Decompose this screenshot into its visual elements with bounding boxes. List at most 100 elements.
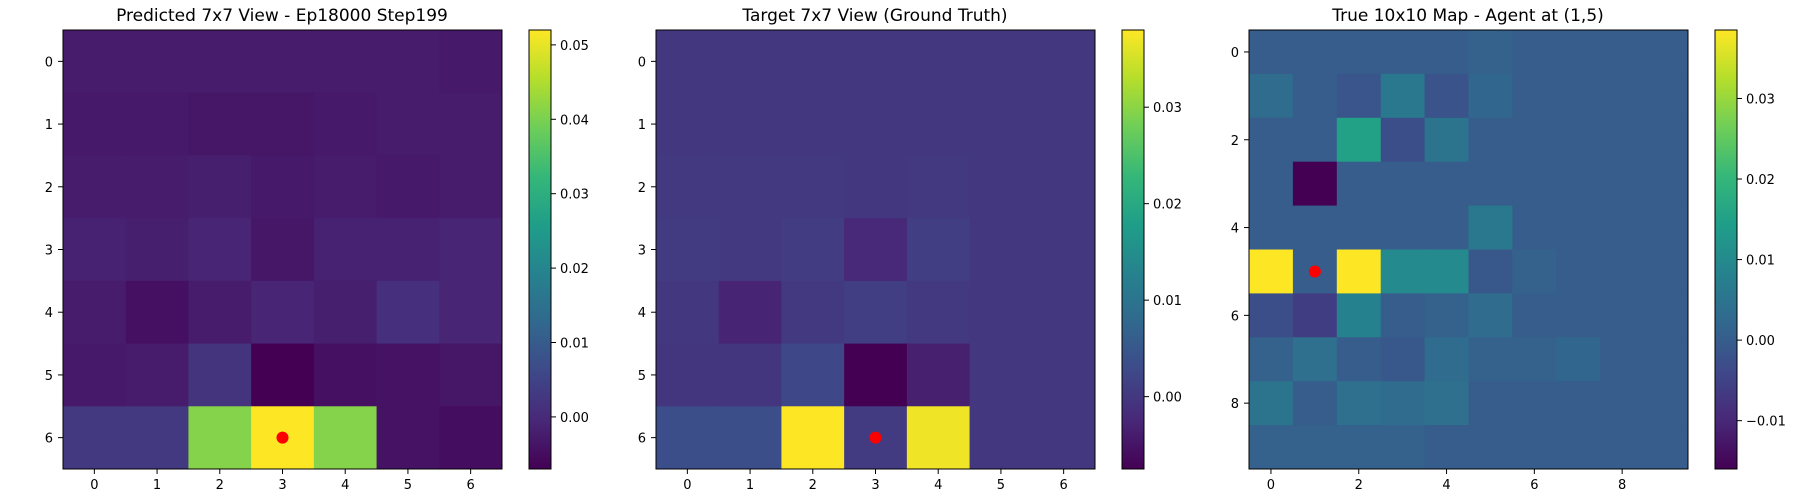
heatmap-cell	[1380, 337, 1426, 382]
heatmap-cell	[781, 218, 845, 282]
x-tick-label: 4	[341, 478, 349, 493]
heatmap-cell	[1512, 30, 1557, 75]
heatmap-cell	[1512, 249, 1557, 294]
y-tick-label: 6	[638, 432, 646, 447]
heatmap-cell	[656, 343, 720, 407]
heatmap-cell	[1336, 73, 1382, 119]
heatmap-cell	[1032, 218, 1096, 282]
heatmap-cell	[125, 218, 189, 282]
heatmap-cell	[1600, 425, 1645, 470]
y-tick-label: 4	[638, 306, 646, 321]
colorbar-tick-label: −0.01	[1746, 415, 1786, 430]
heatmap-cell	[1032, 155, 1096, 219]
y-tick-label: 0	[638, 55, 646, 70]
heatmap-cell	[439, 343, 503, 407]
heatmap-cell	[1468, 425, 1513, 470]
heatmap-cell	[1249, 381, 1294, 426]
heatmap-cell	[906, 218, 971, 282]
heatmap-cell	[313, 343, 378, 407]
colorbar-gradient	[1714, 29, 1738, 470]
heatmap-cell	[439, 92, 503, 156]
heatmap-cell	[1512, 381, 1557, 426]
heatmap-cell	[1380, 30, 1426, 75]
heatmap-cell	[1249, 425, 1294, 470]
heatmap-cell	[1556, 73, 1601, 119]
heatmap-cell	[313, 218, 378, 282]
y-tick-label: 3	[638, 244, 646, 259]
heatmap-cell	[969, 343, 1033, 407]
heatmap-cell	[1424, 73, 1469, 119]
colorbar-tick-label: 0.00	[1746, 334, 1775, 349]
heatmap-cell	[1380, 293, 1426, 338]
heatmap-cell	[251, 218, 315, 282]
heatmap-cell	[969, 155, 1033, 219]
heatmap-cell	[1292, 161, 1338, 207]
heatmap-cell	[1556, 161, 1601, 207]
heatmap-cell	[439, 218, 503, 282]
heatmap-cell	[125, 92, 189, 156]
heatmap-cell	[1292, 205, 1338, 250]
heatmap-cell	[1380, 381, 1426, 426]
y-tick-label: 5	[638, 369, 646, 384]
heatmap-cell	[656, 30, 720, 94]
heatmap-cell	[1556, 381, 1601, 426]
y-axis-ticks: 0 2 4 6 8	[1231, 46, 1249, 412]
panel-title: Predicted 7x7 View - Ep18000 Step199	[116, 6, 448, 26]
heatmap-cell	[63, 30, 127, 94]
x-tick-label: 6	[1530, 478, 1538, 493]
heatmap-cell	[63, 218, 127, 282]
heatmap-cell	[63, 406, 127, 470]
x-tick-label: 5	[404, 478, 412, 493]
heatmap-cell	[251, 155, 315, 219]
heatmap-cell	[188, 280, 252, 345]
heatmap-cell	[313, 92, 378, 156]
heatmap-cell	[125, 280, 189, 345]
x-tick-label: 0	[90, 478, 98, 493]
colorbar: −0.01 0.00 0.01 0.02 0.03	[1714, 29, 1786, 470]
y-axis-ticks: 0 1 2 3 4 5 6	[638, 55, 656, 447]
heatmap-cell	[1336, 30, 1382, 75]
heatmap-cell	[1556, 205, 1601, 250]
colorbar-gradient	[528, 29, 552, 470]
heatmap-cell	[1032, 92, 1096, 156]
y-tick-label: 1	[45, 118, 53, 133]
heatmap-cell	[1424, 161, 1469, 207]
x-axis-ticks: 0 2 4 6 8	[1267, 469, 1626, 493]
colorbar-tick-label: 0.02	[1153, 198, 1182, 213]
heatmap-cell	[376, 406, 440, 470]
heatmap-cell	[313, 406, 378, 470]
heatmap-cell	[1468, 381, 1513, 426]
heatmap-cell	[656, 92, 720, 156]
heatmap-cell	[1556, 293, 1601, 338]
colorbar-tick-label: 0.02	[560, 262, 589, 277]
y-tick-label: 2	[638, 181, 646, 196]
heatmap-cell	[1249, 337, 1294, 382]
heatmap-cell	[376, 155, 440, 219]
heatmap-cell	[718, 280, 782, 345]
heatmap-cell	[1249, 73, 1294, 119]
colorbar-tick-label: 0.03	[1746, 92, 1775, 107]
y-tick-label: 8	[1231, 397, 1239, 412]
heatmap-cell	[1424, 249, 1469, 294]
heatmap-cell	[781, 155, 845, 219]
heatmap-cell	[1600, 337, 1645, 382]
heatmap-cell	[781, 92, 845, 156]
heatmap-cell	[1032, 343, 1096, 407]
heatmap-cell	[1292, 381, 1338, 426]
heatmap-cell	[1292, 337, 1338, 382]
heatmap-cell	[313, 280, 378, 345]
heatmap-cell	[1249, 117, 1294, 163]
heatmap-cell	[188, 30, 252, 94]
heatmap-cell	[906, 92, 971, 156]
heatmap-cell	[1468, 205, 1513, 250]
heatmap-cell	[1424, 293, 1469, 338]
heatmap-cell	[1380, 117, 1426, 163]
heatmap-cell	[969, 218, 1033, 282]
x-tick-label: 3	[278, 478, 286, 493]
heatmap-cell	[1468, 249, 1513, 294]
panel-title: True 10x10 Map - Agent at (1,5)	[1331, 6, 1604, 26]
heatmap-cell	[1468, 117, 1513, 163]
heatmap-cell	[1644, 205, 1689, 250]
heatmap-cell	[251, 30, 315, 94]
colorbar-tick-label: 0.00	[1153, 391, 1182, 406]
